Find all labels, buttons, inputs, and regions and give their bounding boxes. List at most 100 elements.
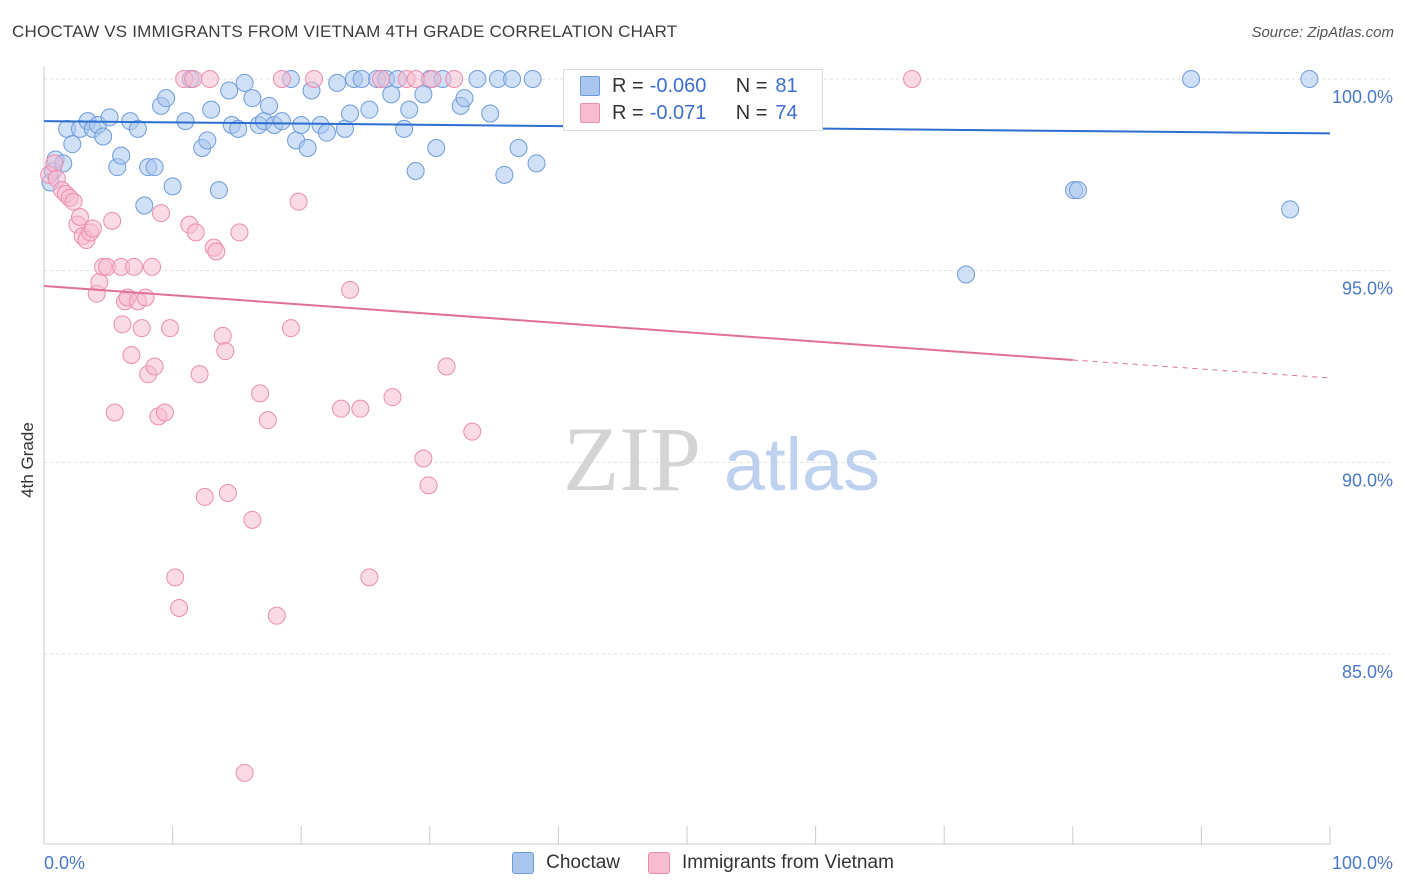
vietnam-point (132, 319, 151, 338)
choctaw-point (63, 135, 82, 154)
vietnam-point (235, 763, 254, 782)
vietnam-point (186, 223, 205, 242)
choctaw-point (1281, 200, 1300, 219)
legend-row-vietnam: R = -0.071 N = 74 (580, 100, 798, 126)
vietnam-point (230, 223, 249, 242)
vietnam-point (161, 319, 180, 338)
choctaw-point (198, 131, 217, 150)
legend-n-label: N = (735, 74, 768, 97)
legend-item-choctaw[interactable]: Choctaw (512, 852, 620, 874)
vietnam-point (243, 510, 262, 529)
vietnam-point (200, 70, 219, 88)
choctaw-point (260, 96, 279, 115)
vietnam-point (122, 346, 141, 364)
choctaw-point (481, 104, 500, 123)
watermark-atlas: atlas (724, 423, 880, 506)
legend-r-label: R = (612, 74, 644, 97)
choctaw-point (176, 112, 195, 131)
vietnam-point (267, 606, 286, 625)
legend-label-vietnam: Immigrants from Vietnam (682, 852, 894, 873)
vietnam-point (145, 357, 164, 376)
watermark-zip: ZIP (563, 408, 701, 510)
vietnam-point (419, 476, 438, 495)
y-tick-label: 95.0% (1342, 279, 1393, 299)
legend-swatch-choctaw (580, 76, 600, 96)
vietnam-point (445, 70, 464, 88)
choctaw-point (455, 89, 474, 108)
choctaw-point (128, 119, 147, 138)
vietnam-point (170, 599, 189, 617)
choctaw-point (400, 100, 419, 119)
vietnam-point (281, 319, 300, 338)
vietnam-point (258, 411, 277, 430)
y-tick-label: 90.0% (1342, 470, 1393, 490)
choctaw-point (406, 162, 425, 180)
vietnam-point (351, 399, 370, 418)
choctaw-point (317, 123, 336, 142)
vietnam-trend-extension (1072, 359, 1331, 379)
vietnam-point (207, 242, 226, 261)
legend-r-value: -0.071 (649, 101, 707, 124)
choctaw-point (395, 119, 414, 138)
vietnam-point (143, 257, 162, 276)
legend-swatch-vietnam (580, 103, 600, 123)
vietnam-point (332, 399, 351, 418)
gridlines (44, 78, 1390, 655)
choctaw-point (145, 158, 164, 177)
x-tick-label-right: 100.0% (1332, 853, 1393, 873)
vietnam-point (71, 208, 90, 226)
vietnam-point (213, 326, 232, 345)
choctaw-point (202, 100, 221, 119)
choctaw-point (94, 127, 113, 146)
trend-lines (43, 120, 1331, 379)
choctaw-point (382, 85, 401, 104)
vietnam-point (406, 70, 425, 88)
choctaw-point (243, 89, 262, 108)
vietnam-point (903, 70, 922, 88)
source-credit: Source: ZipAtlas.com (1251, 24, 1394, 41)
legend-n-value: 81 (775, 74, 798, 97)
vietnam-point (64, 192, 83, 211)
vietnam-point (136, 288, 155, 307)
legend-r-value: -0.060 (649, 74, 707, 97)
choctaw-point (220, 81, 239, 100)
choctaw-point (272, 112, 291, 131)
vietnam-point (360, 568, 379, 587)
tick-labels: 100.0% 95.0% 90.0% 85.0% 0.0% 100.0% (44, 87, 1393, 873)
vietnam-point (383, 388, 402, 407)
choctaw-point (341, 104, 360, 123)
choctaw-point (157, 89, 176, 108)
data-points (40, 70, 1319, 782)
vietnam-point (155, 403, 174, 422)
vietnam-point (341, 280, 360, 299)
chart-title: CHOCTAW VS IMMIGRANTS FROM VIETNAM 4TH G… (12, 22, 678, 41)
choctaw-point (298, 139, 317, 157)
vietnam-point (113, 315, 132, 334)
vietnam-point (216, 342, 235, 361)
stats-legend: R = -0.060 N = 81 R = -0.071 N = 74 (563, 69, 823, 131)
vietnam-point (251, 384, 270, 403)
legend-swatch-vietnam (648, 852, 671, 874)
choctaw-point (209, 181, 228, 200)
vietnam-point (463, 422, 482, 441)
choctaw-point (100, 108, 119, 127)
choctaw-point (112, 146, 131, 165)
vietnam-point (305, 70, 324, 88)
choctaw-point (1300, 70, 1319, 88)
choctaw-point (229, 119, 248, 138)
vietnam-point (414, 449, 433, 468)
choctaw-point (360, 100, 379, 119)
watermark: ZIP atlas (563, 408, 880, 510)
choctaw-point (1068, 181, 1087, 200)
vietnam-point (437, 357, 456, 376)
vietnam-trend-line (43, 285, 1073, 361)
vietnam-point (184, 70, 203, 88)
legend-item-vietnam[interactable]: Immigrants from Vietnam (648, 852, 894, 874)
choctaw-point (335, 119, 354, 138)
choctaw-point (328, 73, 347, 92)
choctaw-point (509, 139, 528, 157)
legend-swatch-choctaw (512, 852, 535, 874)
choctaw-point (414, 85, 433, 104)
vietnam-point (105, 403, 124, 422)
